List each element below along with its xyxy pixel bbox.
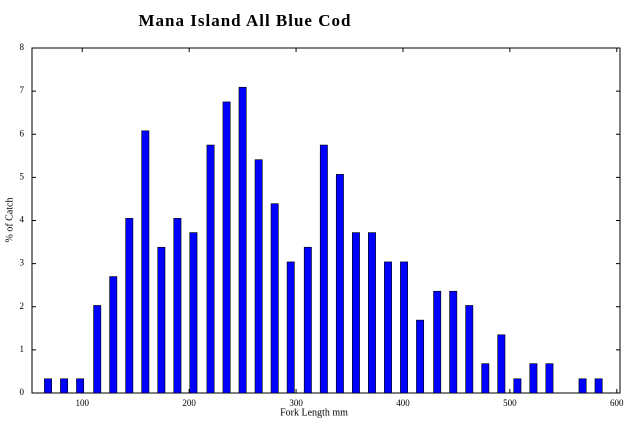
bar (335, 174, 344, 394)
y-tick-label: 3 (20, 258, 25, 268)
bar (384, 261, 392, 394)
bar (141, 130, 150, 394)
y-tick-label: 5 (20, 171, 25, 181)
y-tick-label: 7 (20, 85, 25, 95)
bar (109, 276, 118, 394)
y-tick-label: 2 (20, 301, 25, 311)
bar (44, 378, 52, 394)
bar (351, 232, 360, 394)
y-tick-label: 0 (20, 387, 25, 397)
bar (189, 232, 198, 394)
bar (513, 378, 522, 394)
bar (545, 363, 554, 394)
bar (157, 246, 166, 394)
bar (433, 290, 442, 394)
y-tick-label: 6 (20, 128, 25, 138)
chart-title: Mana Island All Blue Cod (139, 11, 352, 30)
bar (465, 305, 474, 394)
bar (238, 86, 247, 394)
y-tick-label: 1 (20, 344, 25, 354)
bar (173, 218, 182, 394)
x-tick-label: 500 (503, 398, 517, 408)
bar (529, 363, 538, 394)
bar (594, 378, 603, 394)
x-tick-label: 300 (289, 398, 303, 408)
bar (270, 203, 279, 394)
x-axis-label: Fork Length mm (280, 407, 348, 418)
bar (368, 232, 376, 394)
bar (222, 101, 231, 394)
bar (60, 378, 69, 394)
bar (93, 305, 102, 394)
bar (319, 144, 328, 394)
y-tick-label: 4 (20, 215, 25, 225)
bar (303, 246, 312, 394)
bar (206, 144, 215, 394)
x-tick-label: 100 (75, 398, 89, 408)
bar (286, 261, 295, 394)
bar (254, 159, 263, 394)
bar (578, 378, 587, 394)
bar (497, 334, 506, 394)
bar (481, 363, 490, 394)
bar (449, 290, 458, 394)
x-tick-label: 200 (182, 398, 196, 408)
y-axis-label: % of Catch (4, 198, 15, 243)
bar (125, 218, 134, 394)
bar (416, 319, 425, 394)
bar (76, 378, 85, 394)
bar (400, 261, 408, 394)
x-tick-label: 600 (610, 398, 624, 408)
x-tick-label: 400 (396, 398, 410, 408)
y-tick-label: 8 (20, 42, 25, 52)
